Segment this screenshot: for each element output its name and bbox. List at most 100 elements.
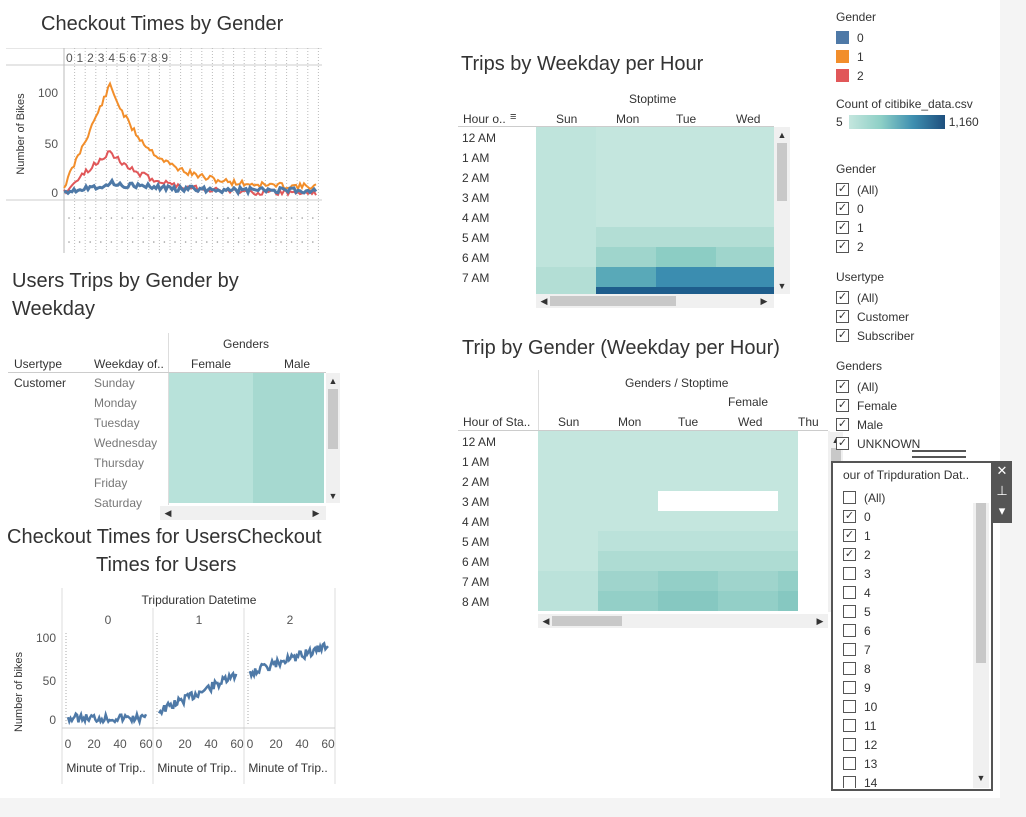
heatmap-cell[interactable] (596, 287, 656, 294)
heatmap-cell[interactable] (538, 451, 598, 471)
scroll-up-icon[interactable]: ▲ (777, 130, 787, 140)
weekday-header[interactable]: Weekday of.. (94, 357, 164, 371)
checkbox[interactable] (843, 586, 856, 599)
heatmap-cell[interactable] (718, 591, 778, 611)
scroll-left-icon[interactable]: ◀ (164, 508, 172, 518)
heatmap-cell[interactable] (658, 531, 718, 551)
checkbox[interactable]: ✓ (836, 437, 849, 450)
legend-item[interactable]: 2 (836, 66, 996, 85)
heatmap-cell[interactable] (778, 591, 798, 611)
popup-option[interactable]: 3 (843, 564, 973, 583)
checkbox[interactable]: ✓ (836, 399, 849, 412)
popup-option[interactable]: 11 (843, 716, 973, 735)
heatmap-cell[interactable] (536, 267, 596, 287)
resize-handle[interactable] (912, 450, 966, 458)
checkbox[interactable]: ✓ (843, 529, 856, 542)
users-trips-table[interactable]: Genders Usertype Weekday of.. Female Mal… (8, 333, 340, 510)
heatmap-cell[interactable] (596, 207, 656, 227)
checkbox[interactable]: ✓ (836, 291, 849, 304)
checkbox[interactable]: ✓ (843, 510, 856, 523)
trip-gender-hscroll[interactable]: ◀ ▶ (538, 614, 828, 628)
scroll-thumb[interactable] (328, 389, 338, 449)
heatmap-cell[interactable] (596, 127, 656, 147)
heatmap-cell[interactable] (658, 511, 718, 531)
heatmap-cell[interactable] (598, 571, 658, 591)
checkbox[interactable] (843, 776, 856, 788)
heatmap-cell[interactable] (658, 551, 718, 571)
scroll-down-icon[interactable]: ▼ (328, 491, 338, 501)
heatmap-cell[interactable] (716, 187, 774, 207)
filter-option[interactable]: ✓ 2 (836, 237, 996, 256)
legend-item[interactable]: 1 (836, 47, 996, 66)
filter-option[interactable]: ✓ (All) (836, 288, 996, 307)
heatmap-cell[interactable] (716, 127, 774, 147)
heatmap-cell[interactable] (718, 431, 778, 451)
trips-weekday-heatmap[interactable]: Stoptime Hour o.. ≡ Sun Mon Tue Wed 12 AM 1 … (458, 86, 792, 310)
filter-option[interactable]: ✓ Subscriber (836, 326, 996, 345)
checkbox[interactable] (843, 719, 856, 732)
heatmap-cell[interactable] (716, 247, 774, 267)
heatmap-cell[interactable] (596, 147, 656, 167)
male-cells[interactable] (253, 373, 324, 503)
heatmap-cell[interactable] (538, 551, 598, 571)
scroll-thumb[interactable] (550, 296, 676, 306)
heatmap-cell[interactable] (658, 491, 718, 511)
heatmap-cell[interactable] (656, 127, 716, 147)
heatmap-cell[interactable] (718, 491, 778, 511)
heatmap-cell[interactable] (538, 491, 598, 511)
heatmap-cell[interactable] (656, 167, 716, 187)
checkout-users-chart[interactable]: Tripduration Datetime 0 1 2 Number of bi… (6, 588, 338, 784)
popup-option[interactable]: 8 (843, 659, 973, 678)
popup-option[interactable]: 6 (843, 621, 973, 640)
sort-icon[interactable]: ≡ (510, 111, 517, 123)
checkbox[interactable] (843, 662, 856, 675)
heatmap-cell[interactable] (598, 471, 658, 491)
popup-option[interactable]: ✓ 2 (843, 545, 973, 564)
scroll-up-icon[interactable]: ▲ (328, 376, 338, 386)
heatmap-cell[interactable] (718, 551, 778, 571)
heatmap-cell[interactable] (598, 591, 658, 611)
popup-option[interactable]: 4 (843, 583, 973, 602)
heatmap-cell[interactable] (656, 267, 716, 287)
hour-header[interactable]: Hour of Sta.. (463, 415, 531, 429)
filter-option[interactable]: ✓ UNKNOWN (836, 434, 996, 453)
legend-item[interactable]: 0 (836, 28, 996, 47)
heatmap-cell[interactable] (596, 167, 656, 187)
heatmap-cell[interactable] (716, 207, 774, 227)
checkbox[interactable]: ✓ (843, 548, 856, 561)
heatmap-cell[interactable] (596, 267, 656, 287)
checkbox[interactable]: ✓ (836, 380, 849, 393)
scroll-thumb[interactable] (777, 143, 787, 201)
checkbox[interactable] (843, 738, 856, 751)
checkbox[interactable] (843, 491, 856, 504)
heatmap-cell[interactable] (538, 431, 598, 451)
heatmap-cell[interactable] (596, 227, 656, 247)
popup-option[interactable]: 5 (843, 602, 973, 621)
heatmap-cell[interactable] (656, 247, 716, 267)
heatmap-cell[interactable] (538, 591, 598, 611)
heatmap-cell[interactable] (536, 227, 596, 247)
users-trips-hscroll[interactable]: ◀ ▶ (160, 506, 326, 520)
heatmap-cell[interactable] (778, 491, 798, 511)
heatmap-cell[interactable] (536, 167, 596, 187)
heatmap-grid[interactable] (538, 431, 798, 612)
heatmap-cell[interactable] (718, 571, 778, 591)
heatmap-cell[interactable] (718, 451, 778, 471)
scroll-right-icon[interactable]: ▶ (760, 296, 768, 306)
filter-option[interactable]: ✓ (All) (836, 377, 996, 396)
heatmap-cell[interactable] (716, 147, 774, 167)
checkbox[interactable] (843, 567, 856, 580)
heatmap-cell[interactable] (658, 591, 718, 611)
pin-icon[interactable]: ⊥ (996, 483, 1008, 498)
heatmap-cell[interactable] (656, 287, 716, 294)
heatmap-cell[interactable] (716, 227, 774, 247)
popup-option[interactable]: (All) (843, 488, 973, 507)
heatmap-cell[interactable] (596, 247, 656, 267)
heatmap-cell[interactable] (778, 471, 798, 491)
heatmap-cell[interactable] (536, 147, 596, 167)
checkbox[interactable] (843, 624, 856, 637)
scroll-down-icon[interactable]: ▼ (777, 281, 787, 291)
heatmap-cell[interactable] (656, 207, 716, 227)
checkbox[interactable]: ✓ (836, 418, 849, 431)
